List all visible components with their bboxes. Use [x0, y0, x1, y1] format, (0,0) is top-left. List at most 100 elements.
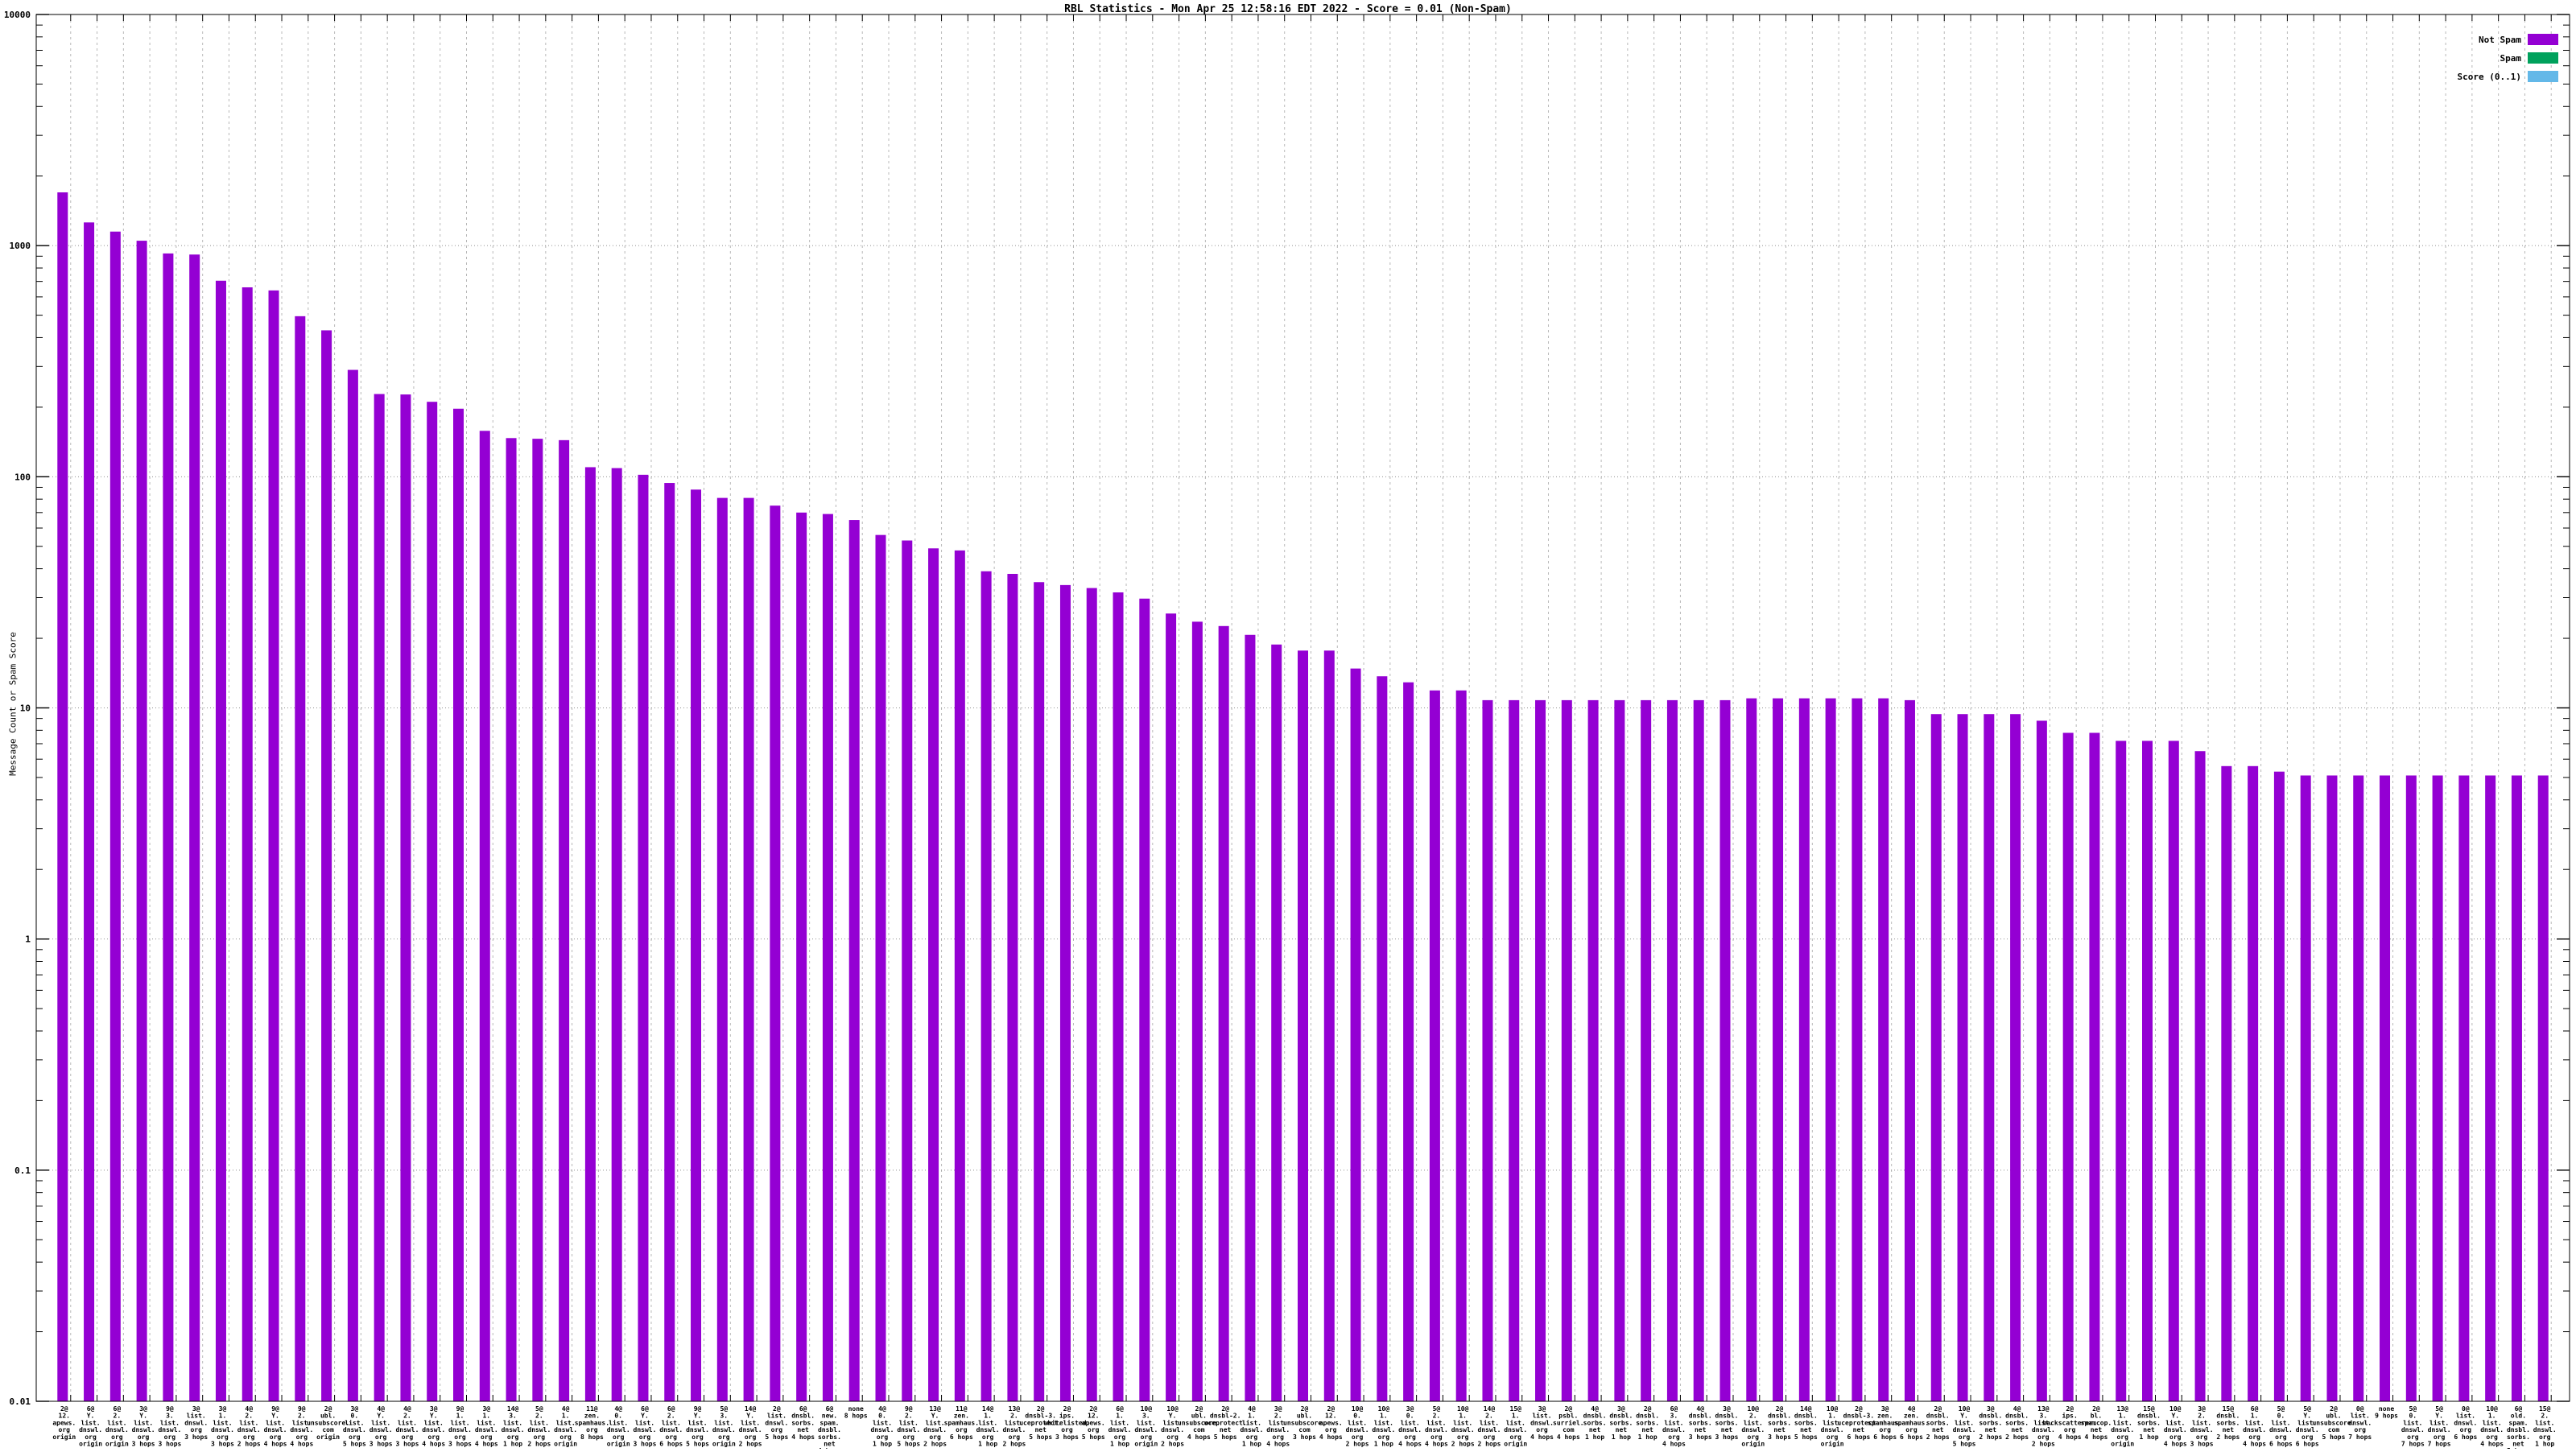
x-tick-label: dnsbl.	[1609, 1413, 1633, 1420]
x-tick-label: dnswl.	[132, 1426, 155, 1433]
bar-15@_dnsbl._sorbs._net_2 hops	[2221, 765, 2232, 1401]
x-tick-label: 1 hop	[1638, 1433, 1657, 1441]
x-tick-label: list.	[187, 1412, 206, 1420]
x-tick-label: net	[1985, 1426, 1997, 1433]
x-tick-label: dnswl.	[1530, 1419, 1554, 1426]
bar-4@_dnsbl._sorbs._net_3 hops	[1693, 699, 1704, 1401]
x-tick-label: 1 hop	[1110, 1441, 1129, 1448]
x-tick-label: net	[1220, 1426, 1232, 1433]
x-tick-label: org	[1748, 1433, 1760, 1441]
x-tick-label: 9 hops	[2375, 1413, 2398, 1420]
x-tick-label: org	[929, 1433, 941, 1441]
x-tick-label: dnswl.	[1372, 1426, 1395, 1433]
x-tick-label: 1 hop	[1585, 1433, 1604, 1441]
x-tick-label: org	[2301, 1433, 2314, 1441]
x-tick-label: 4@	[614, 1405, 622, 1413]
x-tick-label: dnswl.	[475, 1426, 498, 1433]
x-tick-label: org	[507, 1433, 519, 1441]
x-tick-label: 3 hops	[1715, 1433, 1739, 1441]
x-tick-label: dnswl.	[211, 1426, 234, 1433]
x-tick-label: 1 hop	[978, 1441, 997, 1448]
x-tick-label: list.	[134, 1418, 153, 1426]
x-tick-label: 2 hops	[527, 1441, 551, 1448]
x-tick-label: 6@	[667, 1405, 675, 1413]
x-tick-label: list.	[1744, 1418, 1763, 1426]
bar-2@_psbl._surriel._com_4 hops	[1561, 699, 1572, 1401]
bar-5@_2._list._dnswl._org_4 hops	[1429, 690, 1440, 1401]
x-tick-label: 5@	[2303, 1405, 2311, 1413]
x-tick-label: 5 hops	[897, 1441, 920, 1448]
x-tick-label: org	[190, 1426, 202, 1433]
bar-10@_Y._list._dnswl._org_4 hops	[2168, 740, 2179, 1401]
x-tick-label: list.	[2165, 1418, 2185, 1426]
x-tick-label: 2.	[403, 1413, 411, 1420]
x-tick-label: 2@	[2066, 1405, 2074, 1413]
x-tick-label: 1.	[482, 1413, 490, 1420]
x-tick-label: list.	[1664, 1418, 1683, 1426]
x-tick-label: list.	[424, 1418, 444, 1426]
x-tick-label: 13@	[1009, 1405, 1021, 1413]
x-tick-label: list.	[1480, 1418, 1499, 1426]
x-tick-label: 3@	[1723, 1405, 1731, 1413]
x-tick-label: org	[296, 1433, 308, 1441]
x-tick-label: org	[639, 1433, 651, 1441]
x-tick-label: 6@	[799, 1405, 807, 1413]
x-tick-label: list.	[503, 1418, 522, 1426]
x-tick-label: org	[2248, 1433, 2260, 1441]
x-tick-label: Y.	[694, 1413, 702, 1420]
x-tick-label: org	[1536, 1426, 1548, 1433]
x-tick-label: list.	[450, 1418, 469, 1426]
x-tick-label: net	[1800, 1426, 1812, 1433]
x-tick-label: net	[1773, 1426, 1785, 1433]
x-tick-label: com	[2328, 1426, 2340, 1433]
x-tick-label: dnswl.	[554, 1426, 577, 1433]
x-tick-label: dnswl.	[712, 1426, 736, 1433]
x-tick-label: org	[85, 1433, 97, 1441]
bar-9@_2._list._dnswl._org_4 hops	[295, 316, 306, 1402]
x-tick-label: dnswl.	[1002, 1426, 1026, 1433]
x-tick-label: ubl.	[2326, 1413, 2341, 1420]
x-tick-label: dnsbl.	[2507, 1426, 2530, 1433]
bar-4@_0._list._dnswl._org_1 hop	[875, 534, 886, 1402]
x-tick-label: 2 hops	[2005, 1433, 2029, 1441]
x-tick-label: net	[2143, 1426, 2155, 1433]
x-tick-label: org	[1141, 1433, 1153, 1441]
x-tick-label: 12.	[1088, 1413, 1099, 1420]
x-tick-label: org	[903, 1433, 915, 1441]
x-tick-label: com	[1193, 1426, 1205, 1433]
x-tick-label: list.	[2456, 1412, 2475, 1420]
x-tick-label: dnswl.	[897, 1426, 920, 1433]
x-tick-label: dnswl.	[1478, 1426, 1501, 1433]
x-tick-label: 5 hops	[1082, 1433, 1105, 1441]
bar-5@_Y._list._dnswl._org_6 hops	[2300, 775, 2311, 1401]
x-tick-label: 2 hops	[923, 1441, 947, 1448]
bar-3@_list._dnswl._org_4 hops	[1535, 699, 1546, 1401]
chart-title: RBL Statistics - Mon Apr 25 12:58:16 EDT…	[1064, 3, 1512, 15]
x-tick-label: 0.	[878, 1413, 886, 1420]
x-tick-label: org	[1668, 1433, 1680, 1441]
x-tick-label: dnswl.	[1108, 1426, 1132, 1433]
x-tick-label: 4 hops	[1398, 1441, 1422, 1448]
x-tick-label: dnswl.	[1662, 1426, 1686, 1433]
x-tick-label: spamhaus.	[944, 1419, 979, 1426]
x-tick-label: org	[2064, 1426, 2076, 1433]
bar-10@_Y._list._dnswl._org_5 hops	[1957, 714, 1968, 1401]
x-tick-label: 4 hops	[1187, 1433, 1211, 1441]
x-tick-label: 3.	[2040, 1413, 2048, 1420]
x-tick-label: dnswl.	[1425, 1426, 1448, 1433]
y-axis-title: Message Count or Spam Score	[7, 632, 19, 776]
x-tick-label: 3.	[166, 1413, 174, 1420]
x-tick-label: 0.	[614, 1413, 622, 1420]
x-tick-label: list.	[1426, 1418, 1446, 1426]
x-tick-label: list.	[1163, 1418, 1183, 1426]
bar-10@_1._list._dnswl._org_4 hops	[2485, 775, 2496, 1401]
x-tick-label: 4@	[377, 1405, 385, 1413]
x-tick-label: Y.	[641, 1413, 649, 1420]
x-tick-label: dnswl.	[395, 1426, 419, 1433]
bar-10@_2._list._dnswl._org_origin	[1746, 698, 1757, 1401]
x-tick-label: 9@	[166, 1405, 174, 1413]
bar-4@_dnsbl._sorbs._net_1 hop	[1587, 699, 1599, 1401]
x-tick-label: org	[243, 1433, 255, 1441]
x-tick-label: 3@	[1987, 1405, 1995, 1413]
